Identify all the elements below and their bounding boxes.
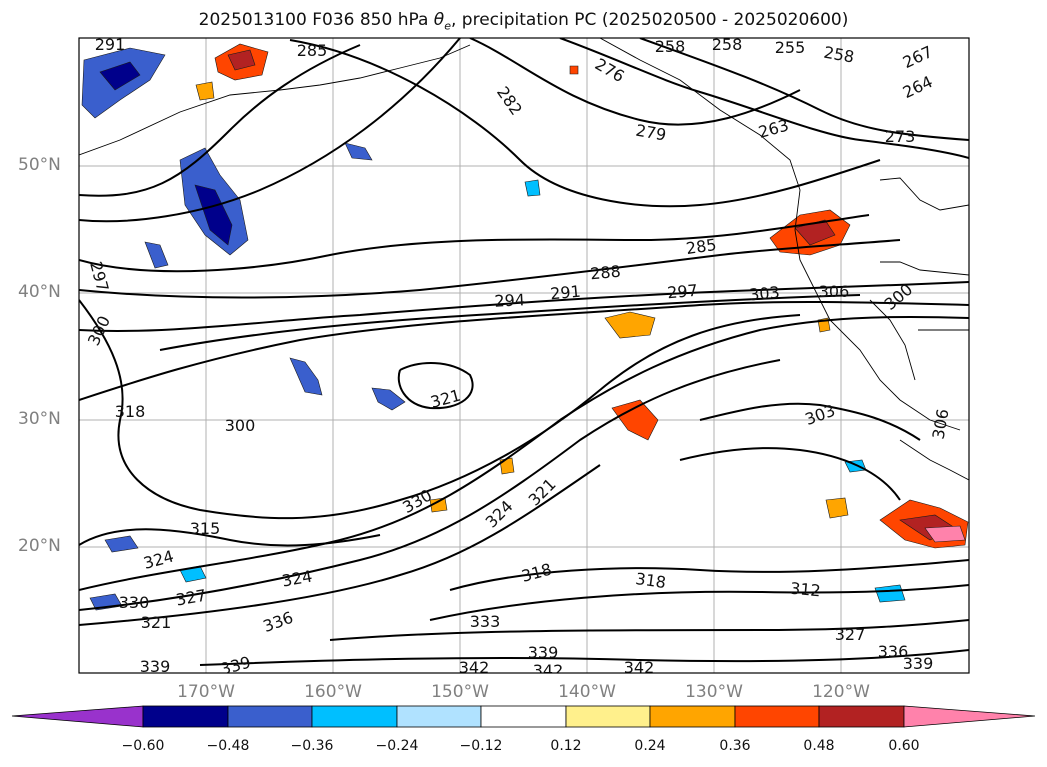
colorbar-tick-label: 0.12 — [550, 738, 582, 754]
contour-label: 336 — [878, 642, 909, 661]
contour-label: 339 — [528, 643, 559, 662]
contour-label: 315 — [190, 519, 221, 538]
colorbar-tick-label: −0.24 — [375, 738, 419, 754]
colorbar-tick-label: 0.60 — [888, 738, 920, 754]
contour-label: 273 — [885, 127, 916, 146]
colorbar-extend-high — [903, 705, 1036, 728]
contour-label: 333 — [470, 612, 501, 631]
map-title: 2025013100 F036 850 hPa θe, precipitatio… — [0, 10, 1047, 32]
colorbar-tick-label: 0.24 — [634, 738, 666, 754]
coastlines — [79, 38, 969, 481]
contour-label: 294 — [494, 290, 525, 311]
colorbar-tick-label: −0.36 — [290, 738, 334, 754]
contour-label: 339 — [218, 653, 252, 679]
lon-label: 140°W — [558, 682, 616, 702]
colorbar-tick-label: −0.60 — [121, 738, 165, 754]
colorbar-tick-label: −0.48 — [206, 738, 250, 754]
lat-label: 30°N — [18, 409, 61, 429]
contour-label: 297 — [666, 281, 698, 303]
colorbar-swatch — [311, 705, 398, 728]
colorbar-swatch — [396, 705, 482, 728]
contour-label: 285 — [297, 41, 328, 60]
contour-label: 258 — [712, 35, 743, 54]
colorbar-tick-label: 0.36 — [719, 738, 751, 754]
contour-label: 288 — [589, 262, 621, 284]
colorbar-swatch — [227, 705, 313, 728]
contour-label: 321 — [141, 613, 172, 632]
lat-label: 40°N — [18, 282, 61, 302]
colorbar-swatch — [565, 705, 651, 728]
contour-label: 342 — [624, 658, 655, 677]
contour-label: 318 — [115, 402, 146, 421]
contour-label: 327 — [835, 625, 866, 644]
lon-label: 160°W — [304, 682, 362, 702]
colorbar-tick-label: −0.12 — [459, 738, 503, 754]
contour-label: 306 — [819, 282, 850, 301]
contour-label: 339 — [903, 654, 934, 673]
map-frame — [78, 37, 970, 674]
contour-label: 291 — [95, 35, 126, 54]
contour-label: 300 — [225, 416, 256, 435]
lon-label: 130°W — [685, 682, 743, 702]
contour-label: 258 — [655, 37, 686, 56]
contour-label: 291 — [549, 282, 581, 304]
contour-label: 342 — [459, 658, 490, 677]
precip-positive-areas — [195, 43, 969, 549]
lon-label: 150°W — [431, 682, 489, 702]
colorbar-swatch — [142, 705, 229, 728]
colorbar-swatch — [818, 705, 905, 728]
colorbar-swatch — [480, 705, 567, 728]
colorbar — [11, 705, 1036, 728]
contour-label: 342 — [533, 661, 564, 680]
contour-label: 312 — [789, 579, 821, 601]
contour-label: 318 — [634, 569, 667, 592]
title-suffix: , precipitation PC (2025020500 - 2025020… — [450, 10, 849, 30]
title-prefix: 2025013100 F036 850 hPa — [198, 10, 434, 30]
precip-negative-areas — [81, 47, 906, 611]
colorbar-swatch — [649, 705, 736, 728]
contour-label: 285 — [685, 235, 718, 258]
colorbar-swatch — [734, 705, 820, 728]
contour-label: 303 — [748, 283, 780, 305]
contour-label: 330 — [119, 593, 150, 612]
theta-subscript: e — [444, 19, 451, 33]
theta-e-contours — [79, 38, 969, 666]
map-plot-area: 291 285 282 276 258 258 255 258 267 264 … — [79, 35, 969, 680]
lat-label: 50°N — [18, 155, 61, 175]
lon-label: 120°W — [812, 682, 870, 702]
lon-label: 170°W — [177, 682, 235, 702]
contour-label: 255 — [775, 38, 806, 57]
colorbar-tick-label: 0.48 — [803, 738, 835, 754]
lat-label: 20°N — [18, 536, 61, 556]
theta-symbol: θ — [433, 10, 445, 30]
colorbar-extend-low — [11, 705, 144, 728]
contour-label: 339 — [140, 657, 171, 676]
